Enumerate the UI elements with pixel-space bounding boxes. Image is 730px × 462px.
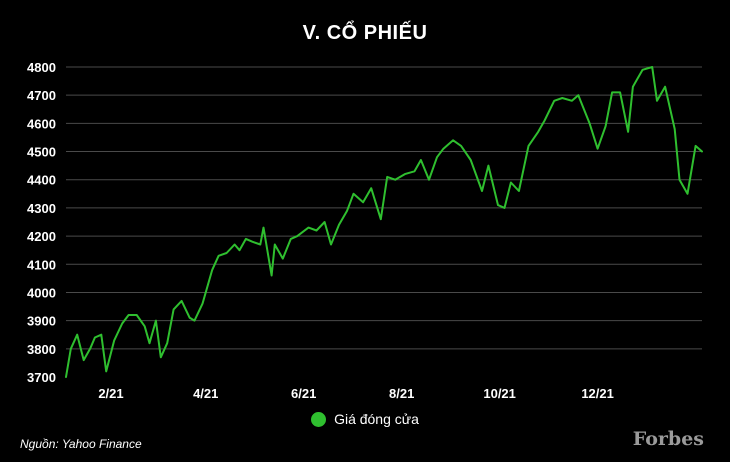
x-tick-label: 2/21 <box>98 386 123 401</box>
y-tick-label: 4000 <box>27 285 56 300</box>
y-tick-label: 4600 <box>27 116 56 131</box>
x-tick-label: 8/21 <box>389 386 414 401</box>
x-tick-label: 4/21 <box>193 386 218 401</box>
legend-label: Giá đóng cửa <box>334 411 419 427</box>
source-note: Nguồn: Yahoo Finance <box>20 437 142 451</box>
x-axis-ticks: 2/21 4/21 6/21 8/21 10/21 12/21 <box>98 386 614 401</box>
y-tick-label: 4800 <box>27 60 56 75</box>
y-tick-label: 4300 <box>27 201 56 216</box>
brand-logo: Forbes <box>632 428 704 450</box>
series-line <box>65 66 703 378</box>
y-tick-label: 3800 <box>27 342 56 357</box>
y-tick-label: 4400 <box>27 173 56 188</box>
legend-swatch-icon <box>311 411 327 427</box>
grid-lines <box>66 66 702 350</box>
y-axis-ticks: 3700 3800 3900 4000 4100 4200 4300 4400 4500 4600… <box>27 60 56 385</box>
y-tick-label: 4100 <box>27 257 56 272</box>
x-tick-label: 12/21 <box>581 386 614 401</box>
y-tick-label: 4200 <box>27 229 56 244</box>
y-tick-label: 3900 <box>27 314 56 329</box>
y-tick-label: 4700 <box>27 88 56 103</box>
series-layer <box>65 66 703 378</box>
legend: Giá đóng cửa <box>0 411 730 427</box>
chart-title: V. CỔ PHIẾU <box>302 22 428 44</box>
y-tick-label: 4500 <box>27 145 56 160</box>
x-tick-label: 10/21 <box>483 386 516 401</box>
x-tick-label: 6/21 <box>291 386 316 401</box>
y-tick-label: 3700 <box>27 370 56 385</box>
